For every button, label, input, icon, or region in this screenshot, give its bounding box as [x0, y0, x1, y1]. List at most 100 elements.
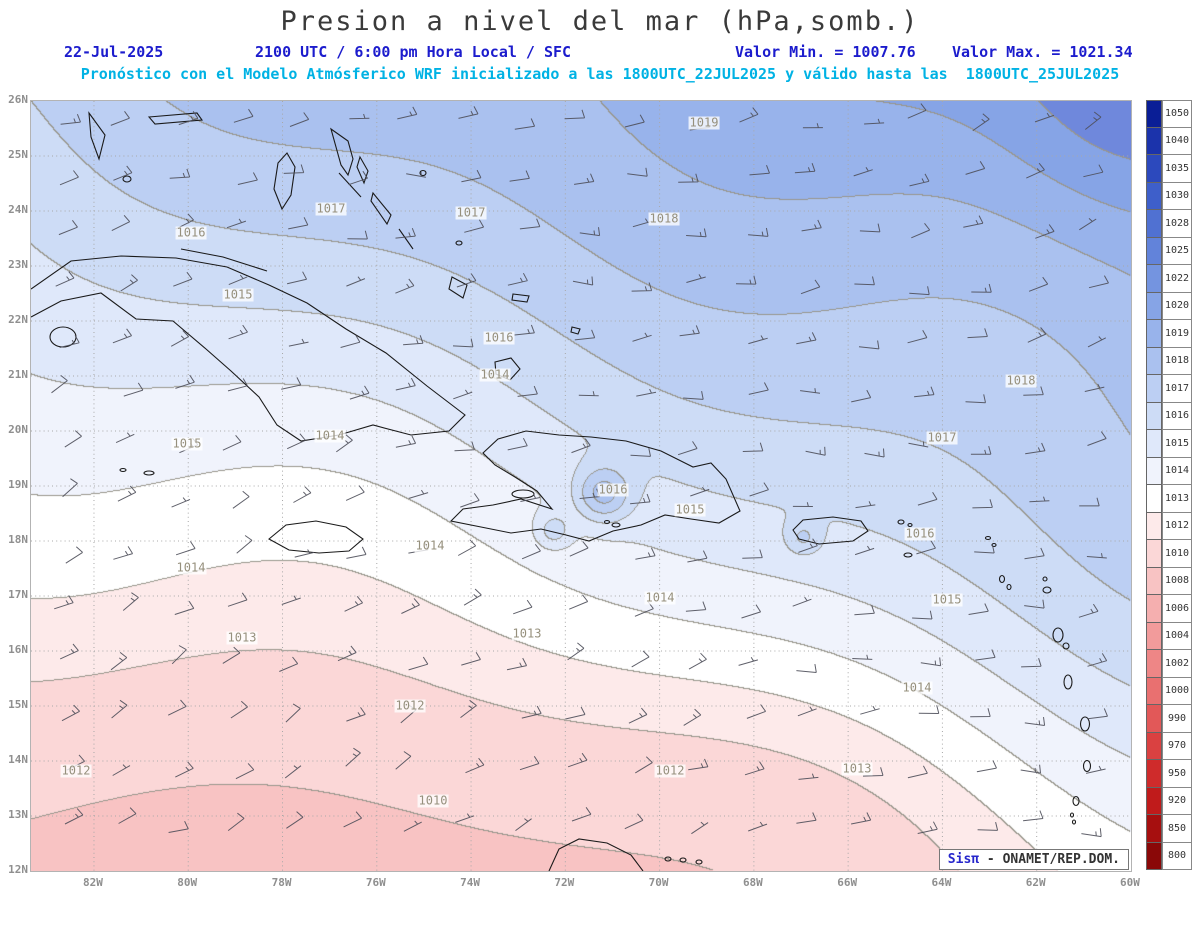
wind-barb [858, 340, 880, 350]
contour-label: 1010 [417, 793, 449, 808]
colorbar-swatch [1146, 622, 1162, 650]
wind-barb [976, 760, 997, 773]
wind-barb [175, 761, 194, 778]
wind-barb [854, 276, 875, 286]
wind-barb [630, 493, 651, 505]
lon-tick-label: 72W [554, 876, 575, 889]
coastline-island [984, 535, 992, 541]
wind-barb [571, 438, 591, 454]
wind-barb [739, 107, 759, 123]
colorbar-label: 1016 [1162, 402, 1192, 430]
colorbar-label: 1020 [1162, 292, 1192, 320]
wind-barb [62, 478, 78, 498]
wind-barb [912, 610, 933, 620]
coastline-grand-bahama [147, 112, 204, 125]
lat-tick-label: 20N [8, 423, 28, 436]
wind-barb [120, 274, 138, 292]
wind-barb [970, 708, 991, 718]
wind-barb [288, 338, 309, 347]
wind-barb [687, 550, 708, 563]
colorbar-label: 1004 [1162, 622, 1192, 650]
wind-barb [1023, 386, 1044, 396]
wind-barb [110, 111, 130, 126]
colorbar-entry: 800 [1146, 842, 1192, 870]
wind-barb [631, 650, 650, 668]
wind-barb [349, 113, 370, 120]
colorbar-entry: 1014 [1146, 457, 1192, 485]
contour-label: 1016 [597, 482, 629, 497]
wind-barb [283, 164, 305, 174]
lat-tick-label: 18N [8, 533, 28, 546]
colorbar-entry: 1008 [1146, 567, 1192, 595]
wind-barb [735, 275, 757, 285]
colorbar-entry: 1020 [1146, 292, 1192, 320]
colorbar-swatch [1146, 430, 1162, 458]
wind-barb [509, 170, 530, 182]
coastline-bimini [122, 175, 132, 183]
colorbar-entry: 1004 [1146, 622, 1192, 650]
wind-barb [742, 442, 764, 452]
wind-barb [859, 223, 881, 233]
colorbar-entry: 1030 [1146, 182, 1192, 210]
colorbar-label: 1025 [1162, 237, 1192, 265]
contour-label: 1015 [931, 592, 963, 607]
colorbar-label: 970 [1162, 732, 1192, 760]
contour-label: 1012 [60, 763, 92, 778]
lon-tick-label: 82W [83, 876, 103, 889]
contour-label: 1013 [226, 630, 258, 645]
wind-barb [974, 544, 995, 554]
contour-label: 1012 [394, 698, 426, 713]
wind-barb [175, 374, 195, 389]
colorbar-entry: 1028 [1146, 210, 1192, 238]
wind-barb [631, 282, 653, 292]
lon-tick-label: 60W [1120, 876, 1140, 889]
lat-tick-label: 21N [8, 368, 28, 381]
wind-barb [792, 502, 813, 507]
wind-barb [506, 657, 528, 671]
contour-label: 1014 [901, 680, 933, 695]
contour-label: 1014 [414, 538, 446, 553]
wind-barb [233, 108, 254, 123]
wind-barb [515, 818, 532, 832]
coastline-island [903, 552, 913, 558]
wind-barb [344, 595, 363, 612]
wind-barb [111, 699, 128, 719]
lat-tick-label: 16N [8, 643, 28, 656]
colorbar-entry: 1050 [1146, 100, 1192, 128]
colorbar-label: 1015 [1162, 430, 1192, 458]
colorbar-label: 1013 [1162, 485, 1192, 513]
colorbar-entry: 1025 [1146, 237, 1192, 265]
lat-tick-label: 13N [8, 808, 28, 821]
wind-barb [168, 820, 189, 833]
wind-barb [286, 433, 306, 450]
wind-barb [169, 168, 191, 179]
wind-barb [294, 549, 315, 558]
wind-barb [293, 486, 312, 503]
colorbar-label: 1017 [1162, 375, 1192, 403]
colorbar-label: 850 [1162, 815, 1192, 843]
wind-barb [178, 111, 199, 126]
lon-tick-label: 62W [1025, 876, 1046, 889]
wind-barb [346, 546, 367, 559]
contour-label: 1017 [315, 201, 347, 216]
lat-tick-label: 12N [8, 863, 28, 876]
colorbar-entry: 1010 [1146, 540, 1192, 568]
wind-barb [636, 388, 657, 397]
wind-barb [64, 430, 82, 448]
coastline-island [1062, 642, 1070, 650]
wind-barb [796, 812, 817, 824]
wind-barb [507, 437, 528, 451]
wind-barb [64, 808, 84, 825]
wind-barb [749, 165, 770, 176]
wind-barb [685, 601, 707, 612]
wind-barb [635, 756, 653, 774]
wind-barb [907, 765, 928, 779]
wind-barb [403, 820, 422, 832]
contour-label: 1012 [654, 763, 686, 778]
colorbar-swatch [1146, 457, 1162, 485]
wind-barb [519, 218, 541, 230]
wind-barb [397, 106, 418, 120]
lat-tick-label: 22N [8, 313, 28, 326]
colorbar-swatch [1146, 127, 1162, 155]
wind-barb [507, 272, 528, 286]
